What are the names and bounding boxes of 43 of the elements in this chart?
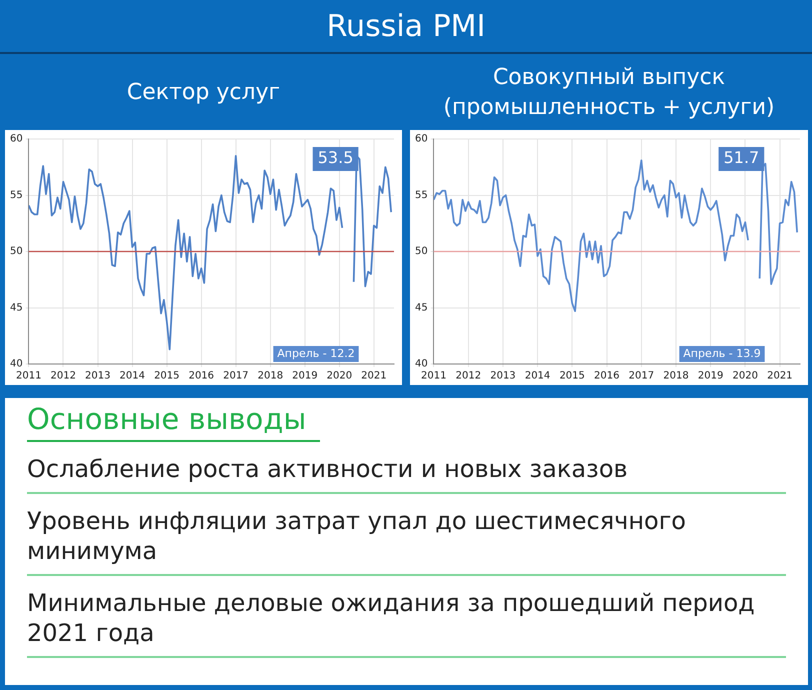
x-tick-label: 2011 — [16, 370, 42, 382]
text: Основные выводы — [27, 402, 320, 442]
x-tick-label: 2018 — [258, 370, 284, 382]
x-tick-label: 2014 — [120, 370, 145, 382]
y-tick-label: 55 — [414, 190, 428, 201]
annotation: 53.5 — [318, 148, 354, 168]
x-tick-label: 2013 — [490, 370, 516, 382]
x-tick-label: 2021 — [361, 370, 387, 382]
annotation: Апрель - 12.2 — [277, 346, 355, 360]
x-tick-label: 2020 — [326, 370, 352, 382]
x-tick-label: 2017 — [223, 370, 249, 382]
y-tick-label: 50 — [414, 246, 428, 258]
annotation: 51.7 — [724, 148, 760, 168]
x-tick-label: 2020 — [732, 370, 758, 382]
y-tick-label: 60 — [414, 134, 428, 145]
y-tick-label: 45 — [414, 302, 428, 314]
x-tick-label: 2015 — [559, 370, 585, 382]
text: Минимальные деловые ожидания за прошедший период 2021 года — [27, 576, 786, 658]
y-tick-label: 40 — [10, 358, 23, 370]
annotation: Апрель - 13.9 — [683, 346, 761, 360]
x-tick-label: 2019 — [292, 370, 318, 382]
x-tick-label: 2012 — [456, 370, 482, 382]
x-tick-label: 2011 — [421, 370, 446, 382]
chart-title: Совокупный выпуск (промышленность + услуги) — [442, 64, 776, 122]
text: Russia PMI — [0, 0, 812, 54]
y-tick-label: 60 — [10, 134, 23, 145]
y-tick-label: 40 — [414, 358, 428, 370]
x-tick-label: 2012 — [50, 370, 76, 382]
x-tick-label: 2015 — [154, 370, 180, 382]
text: Ослабление роста активности и новых заказов — [27, 442, 786, 494]
text: Уровень инфляции затрат упал до шестимесячного минимума — [27, 494, 786, 576]
x-tick-label: 2013 — [85, 370, 110, 382]
chart-title: Сектор услуг — [126, 78, 282, 106]
x-tick-label: 2014 — [524, 370, 550, 382]
x-tick-label: 2017 — [628, 370, 654, 382]
x-tick-label: 2016 — [594, 370, 620, 382]
y-tick-label: 50 — [10, 246, 23, 258]
x-tick-label: 2021 — [767, 370, 793, 382]
x-tick-label: 2018 — [663, 370, 689, 382]
y-tick-label: 55 — [10, 190, 23, 201]
y-tick-label: 45 — [10, 302, 23, 314]
x-tick-label: 2016 — [188, 370, 214, 382]
x-tick-label: 2019 — [698, 370, 724, 382]
